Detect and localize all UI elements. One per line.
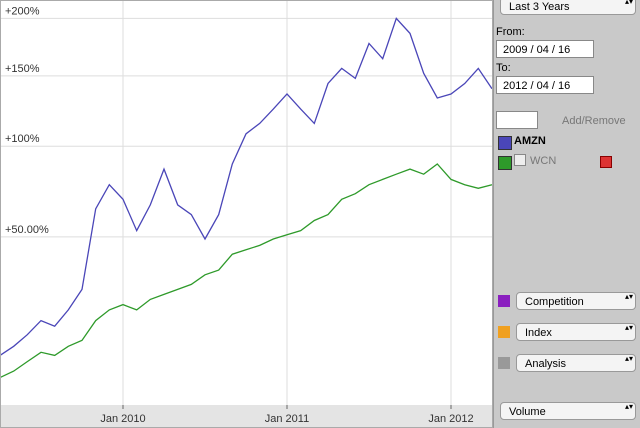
- legend-entry[interactable]: AMZN: [514, 135, 546, 147]
- remove-button[interactable]: [600, 156, 612, 168]
- from-input[interactable]: 2009 / 04 / 16: [496, 40, 594, 58]
- symbol-input[interactable]: [496, 111, 538, 129]
- x-tick-label: Jan 2010: [100, 413, 145, 425]
- group-select[interactable]: Analysis: [516, 354, 636, 372]
- y-tick-label: +100%: [5, 133, 40, 145]
- group-swatch: [498, 326, 510, 338]
- x-tick-label: Jan 2012: [428, 413, 473, 425]
- legend-swatch[interactable]: [498, 156, 512, 170]
- x-axis-strip: [0, 405, 493, 428]
- to-input[interactable]: 2012 / 04 / 16: [496, 76, 594, 94]
- legend-entry[interactable]: WCN: [530, 155, 557, 167]
- group-swatch: [498, 295, 510, 307]
- y-tick-label: +150%: [5, 63, 40, 75]
- group-select[interactable]: Index: [516, 323, 636, 341]
- group-swatch: [498, 357, 510, 369]
- legend-swatch[interactable]: [498, 136, 512, 150]
- from-label: From:: [496, 26, 525, 38]
- range-select[interactable]: Last 3 Years: [500, 0, 636, 15]
- y-tick-label: +200%: [5, 5, 40, 17]
- sidebar: Last 3 Years From: 2009 / 04 / 16 To: 20…: [493, 0, 640, 428]
- legend-checkbox[interactable]: [514, 154, 526, 166]
- to-label: To:: [496, 62, 511, 74]
- plot-background: [0, 0, 492, 405]
- chart: +50.00% +100% +150% +200% Jan 2010 Jan 2011 Ja…: [0, 0, 493, 428]
- group-select[interactable]: Competition: [516, 292, 636, 310]
- series-line: [0, 17, 493, 356]
- y-tick-label: +50.00%: [5, 224, 49, 236]
- add-remove[interactable]: Add/Remove: [562, 115, 626, 127]
- x-tick-label: Jan 2011: [265, 413, 309, 425]
- volume-select[interactable]: Volume: [500, 402, 636, 420]
- series-line: [0, 163, 493, 379]
